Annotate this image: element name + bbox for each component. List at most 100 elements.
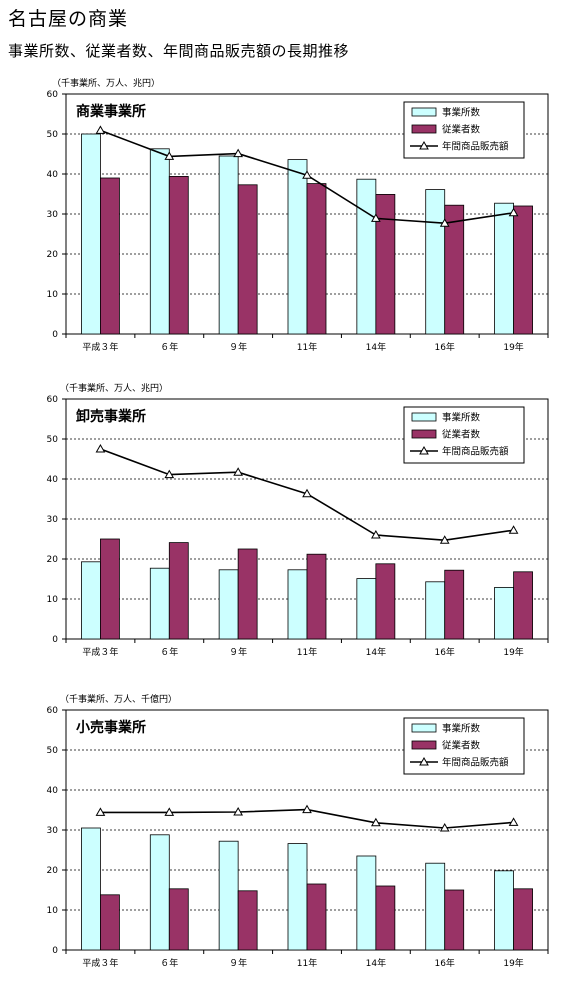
chart-title: 商業事業所 <box>76 103 146 120</box>
bar-employees <box>168 542 189 640</box>
sales-point <box>95 125 106 134</box>
bar-employees <box>100 538 120 640</box>
x-tick-label: 平成３年 <box>82 646 118 658</box>
legend-label: 従業者数 <box>442 740 481 752</box>
bar-employees <box>513 205 533 335</box>
bar-establishments <box>425 581 446 640</box>
y-tick-label: 10 <box>47 290 59 300</box>
sales-point <box>370 817 381 827</box>
y-tick-label: 30 <box>47 515 59 525</box>
bar-establishments <box>356 578 377 640</box>
legend-swatch <box>411 723 437 733</box>
sales-point <box>233 806 244 816</box>
sales-point <box>302 170 312 179</box>
y-tick-label: 20 <box>47 250 59 260</box>
sales-point <box>508 525 519 534</box>
sales-point <box>302 488 312 498</box>
bar-establishments <box>81 133 101 335</box>
x-tick-label: ６年 <box>160 341 178 353</box>
legend-swatch <box>411 124 437 134</box>
bar-establishments <box>356 855 377 951</box>
x-tick-label: 11年 <box>297 957 317 969</box>
y-tick-label: 40 <box>47 475 59 485</box>
bar-employees <box>306 553 327 640</box>
y-tick-label: 60 <box>47 395 59 405</box>
legend-label: 従業者数 <box>442 429 481 441</box>
legend-label: 事業所数 <box>442 412 481 424</box>
bar-establishments <box>81 561 101 640</box>
x-tick-label: 11年 <box>297 646 317 658</box>
bar-establishments <box>494 586 514 640</box>
bar-employees <box>444 889 465 951</box>
legend-label: 従業者数 <box>442 124 481 136</box>
y-tick-label: 0 <box>52 330 58 340</box>
x-tick-label: 16年 <box>434 957 454 969</box>
y-tick-label: 50 <box>47 746 59 756</box>
x-tick-label: 14年 <box>366 341 386 353</box>
sales-point <box>164 807 175 816</box>
sales-point <box>439 535 450 544</box>
bar-employees <box>100 177 120 335</box>
y-tick-label: 30 <box>47 210 59 220</box>
legend-marker <box>419 445 429 455</box>
page-subtitle: 事業所数、従業者数、年間商品販売額の長期推移 <box>8 42 350 60</box>
y-tick-label: 30 <box>47 826 59 836</box>
x-tick-label: ６年 <box>160 957 178 969</box>
y-tick-label: 50 <box>47 130 59 140</box>
bar-establishments <box>81 827 101 951</box>
legend-swatch <box>411 740 437 750</box>
sales-point <box>233 148 244 158</box>
x-tick-label: ９年 <box>229 957 247 969</box>
bar-establishments <box>149 148 170 335</box>
y-tick-label: 40 <box>47 786 59 796</box>
unit-label: （千事業所、万人、兆円） <box>52 79 161 89</box>
legend-marker <box>419 756 429 766</box>
y-tick-label: 10 <box>47 906 59 916</box>
bar-employees <box>375 194 396 335</box>
x-tick-label: ９年 <box>229 341 247 353</box>
bar-employees <box>375 563 396 640</box>
sales-point <box>164 151 175 160</box>
bar-employees <box>237 184 258 335</box>
bar-establishments <box>425 189 446 335</box>
sales-point <box>302 804 312 814</box>
y-tick-label: 40 <box>47 170 59 180</box>
bar-employees <box>168 888 189 951</box>
x-tick-label: 11年 <box>297 341 317 353</box>
bar-establishments <box>287 569 308 640</box>
bar-establishments <box>149 834 170 951</box>
x-tick-label: 19年 <box>503 341 523 353</box>
bar-employees <box>168 176 189 335</box>
x-tick-label: ６年 <box>160 646 178 658</box>
chart-svg: 0 10 20 30 40 50 60 平成３年 ６年 ９年 11年 14年 16年 19年 卸売事業所 事業… <box>47 395 549 658</box>
chart-title: 卸売事業所 <box>76 408 146 425</box>
x-tick-label: ９年 <box>229 646 247 658</box>
bar-employees <box>237 890 258 951</box>
page-title: 名古屋の商業 <box>8 8 129 30</box>
bar-establishments <box>218 569 239 640</box>
y-tick-label: 60 <box>47 706 59 716</box>
sales-point <box>95 443 106 453</box>
x-tick-label: 19年 <box>503 646 523 658</box>
bar-employees <box>444 204 465 335</box>
sales-point <box>233 467 244 476</box>
legend-marker <box>419 140 429 150</box>
bar-establishments <box>287 843 308 951</box>
x-tick-label: 16年 <box>434 341 454 353</box>
bar-employees <box>306 183 327 335</box>
bar-employees <box>513 888 533 951</box>
sales-point <box>164 469 175 479</box>
bar-employees <box>237 548 258 640</box>
bar-establishments <box>149 567 170 640</box>
legend-label: 事業所数 <box>442 107 481 119</box>
y-tick-label: 0 <box>52 946 58 956</box>
x-tick-label: 14年 <box>366 646 386 658</box>
bar-establishments <box>218 840 239 951</box>
bar-establishments <box>356 178 377 335</box>
unit-label: （千事業所、万人、千億円） <box>60 695 178 705</box>
legend-swatch <box>411 412 437 422</box>
chart-svg: 0 10 20 30 40 50 60 平成３年 ６年 ９年 11年 14年 16年 19年 商業事業所 事業… <box>47 90 549 353</box>
